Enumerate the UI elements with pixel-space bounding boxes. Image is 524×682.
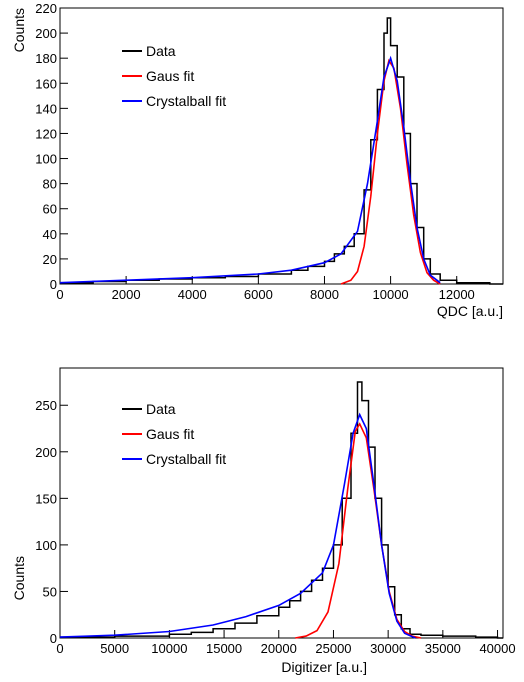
qdc-legend-label-data: Data (146, 43, 176, 59)
qdc-x-tick-label: 0 (56, 287, 63, 302)
qdc-y-tick-label: 140 (35, 101, 57, 116)
qdc-legend-label-crystalball: Crystalball fit (146, 93, 226, 109)
digitizer-x-tick-label: 20000 (261, 641, 297, 656)
digitizer-y-axis-label: Counts (11, 556, 27, 600)
digitizer-y-tick-label: 0 (50, 631, 57, 646)
qdc-chart: 0 2000 4000 6000 8000 10000 12000 0 20 40 60 80 100 1… (11, 1, 504, 319)
digitizer-legend-label-crystalball: Crystalball fit (146, 451, 226, 467)
qdc-x-tick-label: 4000 (178, 287, 207, 302)
digitizer-x-axis-label: Digitizer [a.u.] (281, 659, 367, 675)
qdc-x-tick-label: 12000 (439, 287, 475, 302)
digitizer-x-tick-label: 35000 (425, 641, 461, 656)
digitizer-x-tick-label: 0 (56, 641, 63, 656)
qdc-legend: Data Gaus fit Crystalball fit (122, 43, 226, 109)
qdc-y-tick-label: 120 (35, 126, 57, 141)
qdc-y-tick-label: 160 (35, 76, 57, 91)
qdc-y-tick-label: 100 (35, 152, 57, 167)
qdc-y-tick-label: 200 (35, 26, 57, 41)
digitizer-x-tick-label: 40000 (479, 641, 515, 656)
qdc-series-gaus-fit (340, 58, 441, 285)
digitizer-x-tick-label: 30000 (370, 641, 406, 656)
digitizer-chart: 0 5000 10000 15000 20000 25000 30000 35000 40000… (11, 367, 516, 675)
digitizer-series-gaus-fit (295, 422, 422, 639)
qdc-y-tick-label: 180 (35, 51, 57, 66)
digitizer-legend: Data Gaus fit Crystalball fit (122, 401, 226, 467)
qdc-x-tick-label: 2000 (112, 287, 141, 302)
qdc-y-tick-label: 0 (50, 277, 57, 292)
qdc-y-tick-label: 80 (43, 177, 57, 192)
qdc-series-crystalball-fit (59, 55, 441, 284)
qdc-series (59, 17, 503, 285)
digitizer-y-tick-label: 200 (35, 445, 57, 460)
digitizer-y-tick-label: 250 (35, 398, 57, 413)
digitizer-x-tick-label: 10000 (151, 641, 187, 656)
digitizer-legend-label-gaus: Gaus fit (146, 426, 194, 442)
qdc-x-tick-label: 8000 (310, 287, 339, 302)
qdc-ticks: 0 2000 4000 6000 8000 10000 12000 0 20 40 60 80 100 1… (35, 1, 474, 302)
qdc-y-tick-label: 20 (43, 252, 57, 267)
qdc-y-tick-label: 60 (43, 202, 57, 217)
digitizer-series-data (60, 381, 503, 639)
qdc-y-tick-label: 40 (43, 227, 57, 242)
qdc-x-tick-label: 10000 (373, 287, 409, 302)
digitizer-legend-label-data: Data (146, 401, 176, 417)
digitizer-y-tick-label: 100 (35, 538, 57, 553)
digitizer-series-crystalball-fit (59, 412, 416, 639)
qdc-y-tick-label: 220 (35, 1, 57, 16)
digitizer-plot-frame (59, 367, 504, 639)
digitizer-x-tick-label: 25000 (315, 641, 351, 656)
qdc-plot-frame (59, 7, 504, 285)
qdc-legend-label-gaus: Gaus fit (146, 68, 194, 84)
digitizer-x-tick-label: 15000 (206, 641, 242, 656)
qdc-x-tick-label: 6000 (244, 287, 273, 302)
digitizer-series (59, 381, 503, 639)
digitizer-x-tick-label: 5000 (100, 641, 129, 656)
qdc-y-axis-label: Counts (11, 8, 27, 52)
digitizer-y-tick-label: 150 (35, 491, 57, 506)
qdc-x-axis-label: QDC [a.u.] (437, 303, 503, 319)
qdc-series-data (60, 17, 503, 285)
digitizer-ticks: 0 5000 10000 15000 20000 25000 30000 35000 40000… (35, 398, 515, 656)
digitizer-y-tick-label: 50 (43, 584, 57, 599)
